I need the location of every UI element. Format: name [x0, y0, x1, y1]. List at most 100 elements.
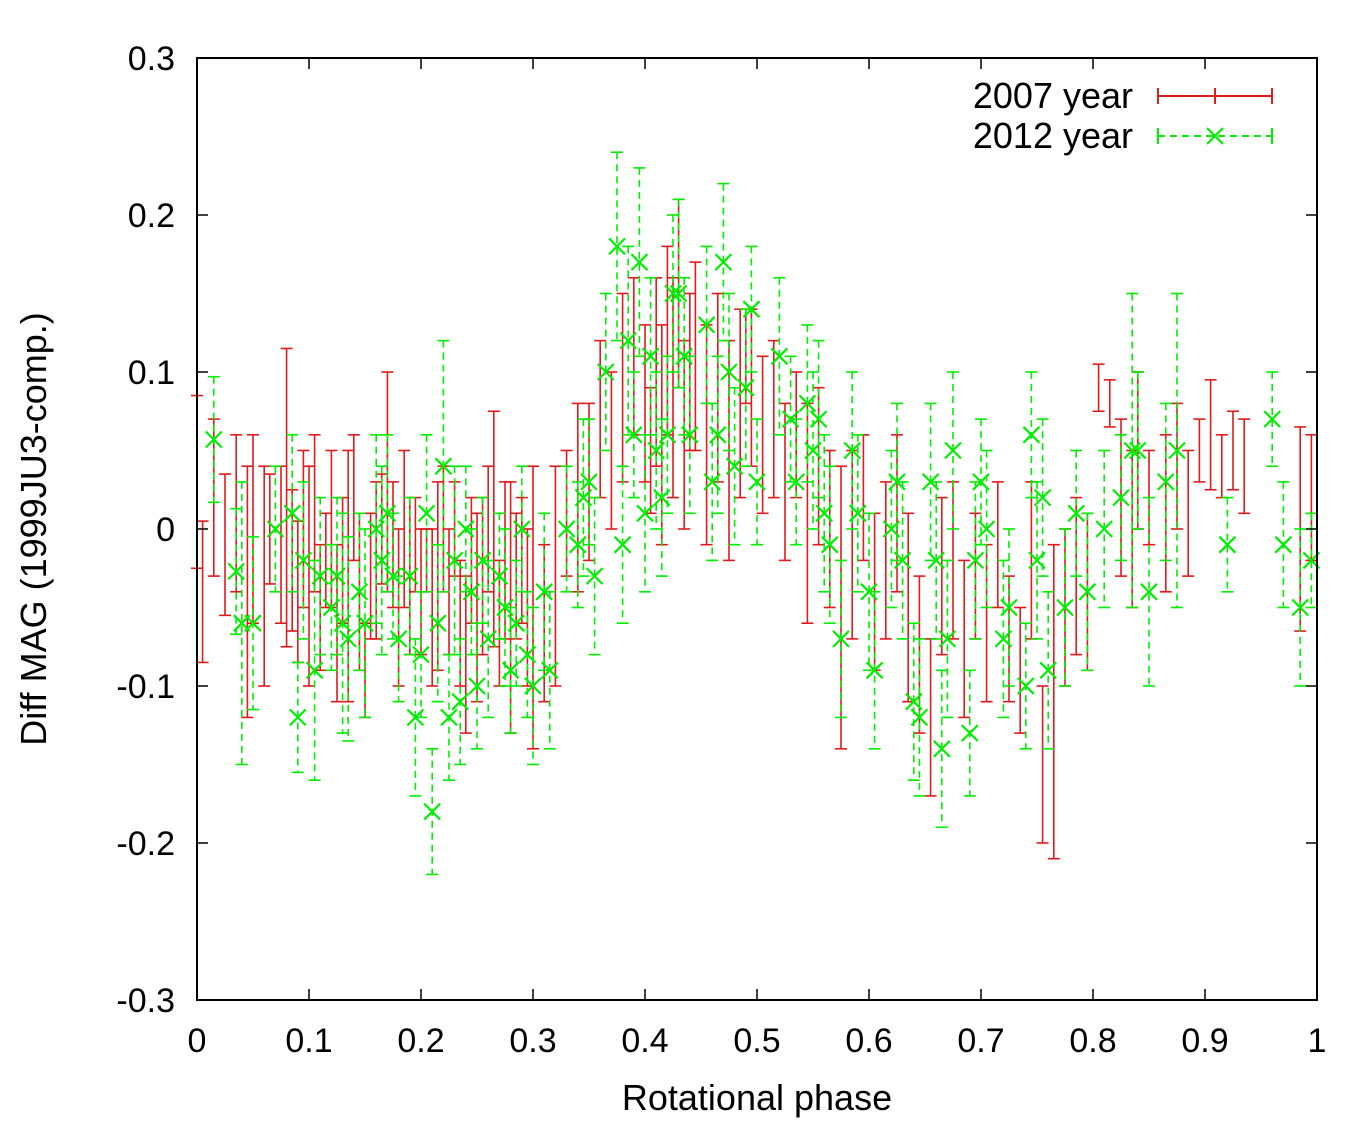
- data-point: [339, 536, 357, 742]
- data-point: [311, 496, 329, 656]
- x-marker: [468, 677, 486, 695]
- x-marker: [636, 504, 654, 523]
- data-point: [709, 355, 727, 515]
- data-point: [1182, 449, 1195, 577]
- data-point: [933, 669, 951, 829]
- x-marker: [709, 426, 727, 444]
- data-point: [247, 433, 259, 625]
- x-marker: [1274, 535, 1293, 554]
- x-marker: [580, 473, 598, 491]
- x-marker: [429, 614, 447, 632]
- x-tick-label: 0.8: [1069, 1022, 1116, 1060]
- x-marker: [905, 692, 923, 711]
- y-tick-label: 0: [156, 511, 175, 549]
- data-point: [280, 347, 293, 648]
- x-marker: [821, 535, 839, 554]
- x-marker: [961, 724, 979, 742]
- x-marker: [451, 692, 469, 711]
- x-marker: [434, 457, 453, 475]
- x-marker: [849, 504, 867, 523]
- data-point: [905, 622, 923, 782]
- x-tick-label: 0.3: [509, 1022, 556, 1060]
- data-point: [440, 653, 458, 782]
- data-point: [1103, 379, 1116, 428]
- data-point: [549, 465, 562, 687]
- x-marker: [445, 551, 464, 570]
- data-point: [924, 638, 937, 797]
- x-marker: [737, 378, 755, 397]
- y-tick-label: -0.1: [116, 668, 175, 706]
- x-marker: [205, 430, 223, 449]
- data-point: [1033, 418, 1052, 577]
- data-point: [1067, 449, 1085, 577]
- data-point: [1014, 606, 1027, 734]
- data-point: [557, 465, 576, 593]
- data-point: [333, 512, 352, 734]
- data-point: [205, 375, 223, 504]
- data-point: [958, 559, 971, 719]
- data-point: [843, 371, 861, 530]
- x-marker: [1291, 598, 1309, 617]
- x-axis-title: Rotational phase: [622, 1077, 892, 1118]
- data-point: [1095, 449, 1113, 609]
- data-point: [910, 638, 929, 797]
- data-point: [356, 528, 374, 719]
- data-point: [742, 245, 761, 373]
- data-point: [1129, 371, 1147, 530]
- data-point: [879, 481, 892, 640]
- legend-label: 2012 year: [973, 115, 1133, 156]
- x-marker: [289, 708, 307, 727]
- data-point: [364, 512, 377, 640]
- x-marker: [513, 520, 531, 538]
- data-point: [541, 590, 559, 750]
- data-point: [1263, 371, 1281, 468]
- data-point: [669, 198, 688, 389]
- data-point: [748, 418, 766, 546]
- x-marker: [927, 551, 945, 570]
- data-point: [585, 496, 604, 656]
- x-marker: [748, 473, 766, 491]
- x-marker: [367, 520, 385, 538]
- data-point: [938, 559, 957, 719]
- data-point: [737, 308, 755, 468]
- data-point: [770, 276, 789, 436]
- x-marker: [933, 740, 951, 758]
- data-point: [305, 559, 324, 782]
- x-marker: [557, 520, 576, 538]
- x-marker: [585, 567, 604, 585]
- data-point: [1215, 433, 1228, 499]
- x-marker: [625, 426, 643, 444]
- x-marker: [1078, 583, 1097, 601]
- data-point: [1291, 528, 1309, 687]
- data-point: [303, 465, 315, 687]
- x-marker: [1157, 473, 1175, 491]
- x-marker: [608, 237, 626, 256]
- x-marker: [311, 567, 329, 585]
- x-marker: [938, 630, 957, 648]
- x-marker: [440, 708, 458, 727]
- data-point: [619, 245, 637, 436]
- x-marker: [630, 253, 649, 271]
- x-marker: [401, 567, 419, 585]
- x-marker: [417, 504, 436, 523]
- data-point: [1039, 590, 1057, 750]
- data-point: [835, 465, 847, 750]
- x-marker: [479, 630, 497, 648]
- x-marker: [966, 551, 985, 570]
- y-tick-label: 0.2: [128, 197, 175, 235]
- x-marker: [843, 441, 861, 460]
- x-marker: [1056, 598, 1074, 617]
- data-point: [227, 507, 245, 635]
- data-point: [373, 465, 391, 656]
- data-point: [1238, 418, 1251, 515]
- data-point: [625, 371, 643, 499]
- data-point: [434, 339, 453, 593]
- data-point: [462, 528, 481, 656]
- x-marker: [462, 583, 481, 601]
- data-point: [935, 496, 948, 656]
- x-tick-label: 0.1: [285, 1022, 332, 1060]
- data-point: [319, 512, 332, 609]
- x-marker: [658, 426, 677, 444]
- x-marker: [1129, 441, 1147, 460]
